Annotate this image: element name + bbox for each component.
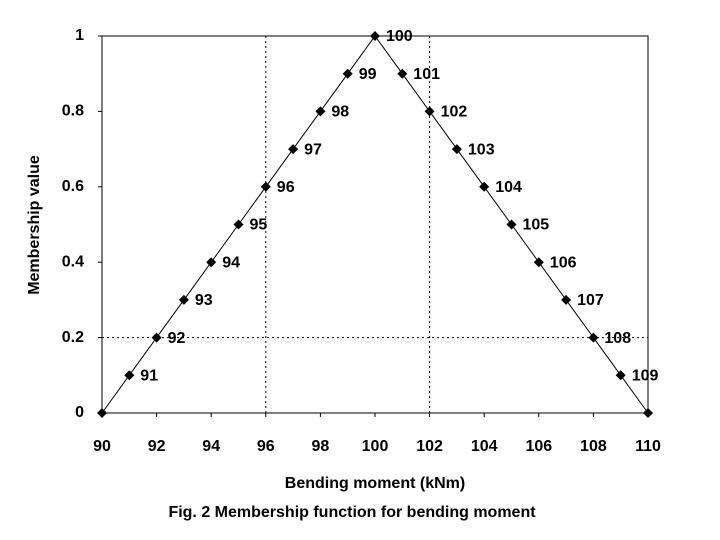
x-tick-label: 98 <box>312 438 330 455</box>
data-label: 91 <box>140 368 158 385</box>
x-tick-label: 110 <box>635 438 661 455</box>
data-point <box>615 370 626 381</box>
data-label: 104 <box>495 179 522 196</box>
data-label: 107 <box>577 292 604 309</box>
data-label: 92 <box>168 330 186 347</box>
x-tick-label: 92 <box>148 438 166 455</box>
y-tick-label: 0 <box>75 404 84 421</box>
data-point <box>151 332 162 343</box>
y-tick-label: 0.4 <box>62 253 84 270</box>
data-point <box>451 144 462 155</box>
data-label: 103 <box>468 141 495 158</box>
data-label: 109 <box>632 368 659 385</box>
data-label: 100 <box>386 28 413 45</box>
data-point <box>506 219 517 230</box>
y-axis-label: Membership value <box>26 155 43 295</box>
data-label: 99 <box>359 66 377 83</box>
x-tick-label: 96 <box>257 438 275 455</box>
data-label: 93 <box>195 292 213 309</box>
y-tick-label: 0.6 <box>62 178 84 195</box>
x-tick-label: 90 <box>93 438 111 455</box>
x-tick-label: 108 <box>580 438 607 455</box>
data-point <box>178 294 189 305</box>
data-point <box>370 31 380 41</box>
data-point <box>561 294 572 305</box>
x-tick-label: 102 <box>416 438 443 455</box>
data-point <box>588 332 599 343</box>
x-axis-label: Bending moment (kNm) <box>285 475 465 492</box>
y-tick-label: 1 <box>75 27 84 44</box>
data-point <box>315 106 326 117</box>
data-label: 102 <box>441 104 468 121</box>
data-line <box>101 35 649 414</box>
y-tick-label: 0.8 <box>62 103 84 120</box>
data-point <box>260 181 271 192</box>
y-tick-label: 0.2 <box>62 329 84 346</box>
data-point <box>206 257 217 268</box>
data-point <box>479 181 490 192</box>
x-tick-label: 100 <box>362 438 389 455</box>
x-tick-label: 94 <box>202 438 220 455</box>
data-label: 101 <box>413 66 440 83</box>
data-label: 95 <box>250 217 268 234</box>
data-label: 96 <box>277 179 295 196</box>
plot-frame <box>101 35 649 414</box>
data-point <box>342 68 353 79</box>
x-tick-label: 104 <box>471 438 498 455</box>
data-point <box>97 408 107 418</box>
data-point <box>233 219 244 230</box>
data-point <box>288 144 299 155</box>
data-label: 105 <box>523 217 550 234</box>
data-label: 97 <box>304 141 322 158</box>
data-point <box>643 408 653 418</box>
data-label: 94 <box>222 254 240 271</box>
data-point <box>533 257 544 268</box>
data-label: 106 <box>550 254 577 271</box>
data-point <box>124 370 135 381</box>
x-tick-label: 106 <box>525 438 552 455</box>
data-point <box>397 68 408 79</box>
chart-title: Fig. 2 Membership function for bending m… <box>168 504 536 521</box>
data-point <box>424 106 435 117</box>
data-label: 108 <box>604 330 631 347</box>
data-label: 98 <box>331 104 349 121</box>
